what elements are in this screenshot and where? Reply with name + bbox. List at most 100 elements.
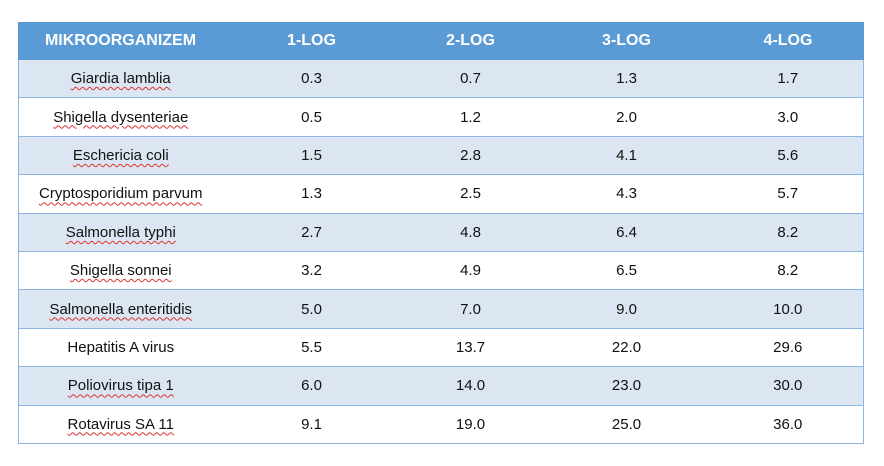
value-cell: 0.7 — [400, 60, 541, 99]
value-text: 25.0 — [611, 415, 642, 433]
value-text: 14.0 — [455, 377, 486, 395]
microorganism-name: Cryptosporidium parvum — [39, 185, 203, 203]
value-text: 5.6 — [777, 146, 799, 164]
microorganism-cell: Rotavirus SA 11 — [18, 405, 223, 444]
value-text: 6.5 — [616, 262, 637, 280]
value-cell: 29.6 — [712, 328, 864, 368]
value-cell: 0.5 — [222, 97, 401, 137]
value-text: 3.2 — [301, 262, 322, 280]
value-cell: 14.0 — [400, 366, 541, 406]
value-cell: 6.4 — [540, 213, 713, 252]
value-text: 9.1 — [301, 415, 322, 433]
value-cell: 8.2 — [712, 213, 864, 252]
value-text: 36.0 — [773, 415, 803, 433]
value-text: 1.2 — [460, 108, 481, 126]
value-cell: 6.0 — [222, 366, 401, 406]
header-row: MIKROORGANIZEM 1-LOG 2-LOG 3-LOG 4-LOG — [18, 22, 864, 60]
value-text: 23.0 — [611, 377, 642, 395]
value-cell: 4.3 — [540, 174, 713, 214]
value-cell: 0.3 — [222, 60, 401, 99]
value-text: 30.0 — [773, 377, 803, 395]
value-text: 4.3 — [616, 185, 637, 203]
value-text: 1.3 — [616, 70, 637, 88]
value-cell: 5.5 — [222, 328, 401, 368]
table-row: Shigella dysenteriae 0.5 1.2 2.0 3.0 — [18, 97, 864, 137]
value-cell: 5.7 — [712, 174, 864, 214]
value-text: 0.3 — [301, 70, 322, 88]
value-text: 9.0 — [616, 300, 637, 318]
value-cell: 25.0 — [540, 405, 713, 444]
value-cell: 1.2 — [400, 97, 541, 137]
value-text: 2.7 — [301, 223, 322, 241]
microorganism-cell: Shigella dysenteriae — [18, 97, 223, 137]
value-cell: 10.0 — [712, 289, 864, 329]
table-row: Poliovirus tipa 1 6.0 14.0 23.0 30.0 — [18, 366, 864, 406]
value-cell: 6.5 — [540, 251, 713, 291]
value-text: 2.0 — [616, 108, 637, 126]
value-text: 2.8 — [460, 146, 481, 164]
microorganism-name: Rotavirus SA 11 — [67, 415, 174, 433]
header-cell: 1-LOG — [222, 22, 401, 60]
header-cell: 4-LOG — [712, 22, 864, 60]
value-cell: 9.0 — [540, 289, 713, 329]
table-row: Salmonella enteritidis 5.0 7.0 9.0 10.0 — [18, 289, 864, 329]
table-header: MIKROORGANIZEM 1-LOG 2-LOG 3-LOG 4-LOG — [18, 22, 864, 60]
microorganism-cell: Cryptosporidium parvum — [18, 174, 223, 214]
table-row: Rotavirus SA 11 9.1 19.0 25.0 36.0 — [18, 405, 864, 444]
value-text: 29.6 — [773, 338, 803, 356]
header-cell: 2-LOG — [400, 22, 541, 60]
microorganism-name: Salmonella typhi — [65, 223, 176, 241]
value-cell: 23.0 — [540, 366, 713, 406]
value-cell: 5.0 — [222, 289, 401, 329]
value-text: 5.5 — [301, 338, 322, 356]
microorganism-name: Salmonella enteritidis — [49, 300, 193, 318]
table-container: MIKROORGANIZEM 1-LOG 2-LOG 3-LOG 4-LOG Giard… — [18, 22, 864, 444]
value-cell: 2.5 — [400, 174, 541, 214]
table-row: Hepatitis A virus 5.5 13.7 22.0 29.6 — [18, 328, 864, 368]
microorganism-name: Hepatitis A virus — [67, 338, 175, 356]
table-row: Cryptosporidium parvum 1.3 2.5 4.3 5.7 — [18, 174, 864, 214]
table-row: Salmonella typhi 2.7 4.8 6.4 8.2 — [18, 213, 864, 252]
value-cell: 30.0 — [712, 366, 864, 406]
microorganism-name: Poliovirus tipa 1 — [67, 377, 174, 395]
table-row: Eschericia coli 1.5 2.8 4.1 5.6 — [18, 136, 864, 176]
value-text: 10.0 — [773, 300, 803, 318]
header-cell: 3-LOG — [540, 22, 713, 60]
value-text: 6.0 — [301, 377, 322, 395]
data-table: MIKROORGANIZEM 1-LOG 2-LOG 3-LOG 4-LOG Giard… — [18, 22, 864, 444]
value-text: 4.8 — [460, 223, 481, 241]
value-cell: 22.0 — [540, 328, 713, 368]
microorganism-cell: Hepatitis A virus — [18, 328, 223, 368]
value-text: 0.5 — [301, 108, 322, 126]
value-cell: 3.0 — [712, 97, 864, 137]
value-cell: 7.0 — [400, 289, 541, 329]
microorganism-name: Shigella dysenteriae — [53, 108, 189, 126]
microorganism-cell: Poliovirus tipa 1 — [18, 366, 223, 406]
value-cell: 4.9 — [400, 251, 541, 291]
table-body: Giardia lamblia 0.3 0.7 1.3 1.7 Shigella dyse… — [18, 60, 864, 444]
value-text: 1.3 — [301, 185, 322, 203]
value-cell: 19.0 — [400, 405, 541, 444]
value-text: 1.7 — [777, 70, 799, 88]
microorganism-cell: Eschericia coli — [18, 136, 223, 176]
microorganism-cell: Shigella sonnei — [18, 251, 223, 291]
value-cell: 1.7 — [712, 60, 864, 99]
value-cell: 2.7 — [222, 213, 401, 252]
value-text: 1.5 — [301, 146, 322, 164]
microorganism-cell: Giardia lamblia — [18, 60, 223, 99]
value-cell: 2.0 — [540, 97, 713, 137]
value-cell: 13.7 — [400, 328, 541, 368]
value-text: 4.9 — [460, 262, 481, 280]
microorganism-name: Shigella sonnei — [69, 262, 172, 280]
value-cell: 8.2 — [712, 251, 864, 291]
table-row: Giardia lamblia 0.3 0.7 1.3 1.7 — [18, 60, 864, 99]
microorganism-name: Giardia lamblia — [70, 70, 171, 88]
value-cell: 5.6 — [712, 136, 864, 176]
value-text: 13.7 — [455, 338, 486, 356]
microorganism-name: Eschericia coli — [72, 146, 169, 164]
value-text: 8.2 — [777, 223, 799, 241]
value-cell: 4.1 — [540, 136, 713, 176]
value-cell: 36.0 — [712, 405, 864, 444]
value-cell: 1.3 — [222, 174, 401, 214]
